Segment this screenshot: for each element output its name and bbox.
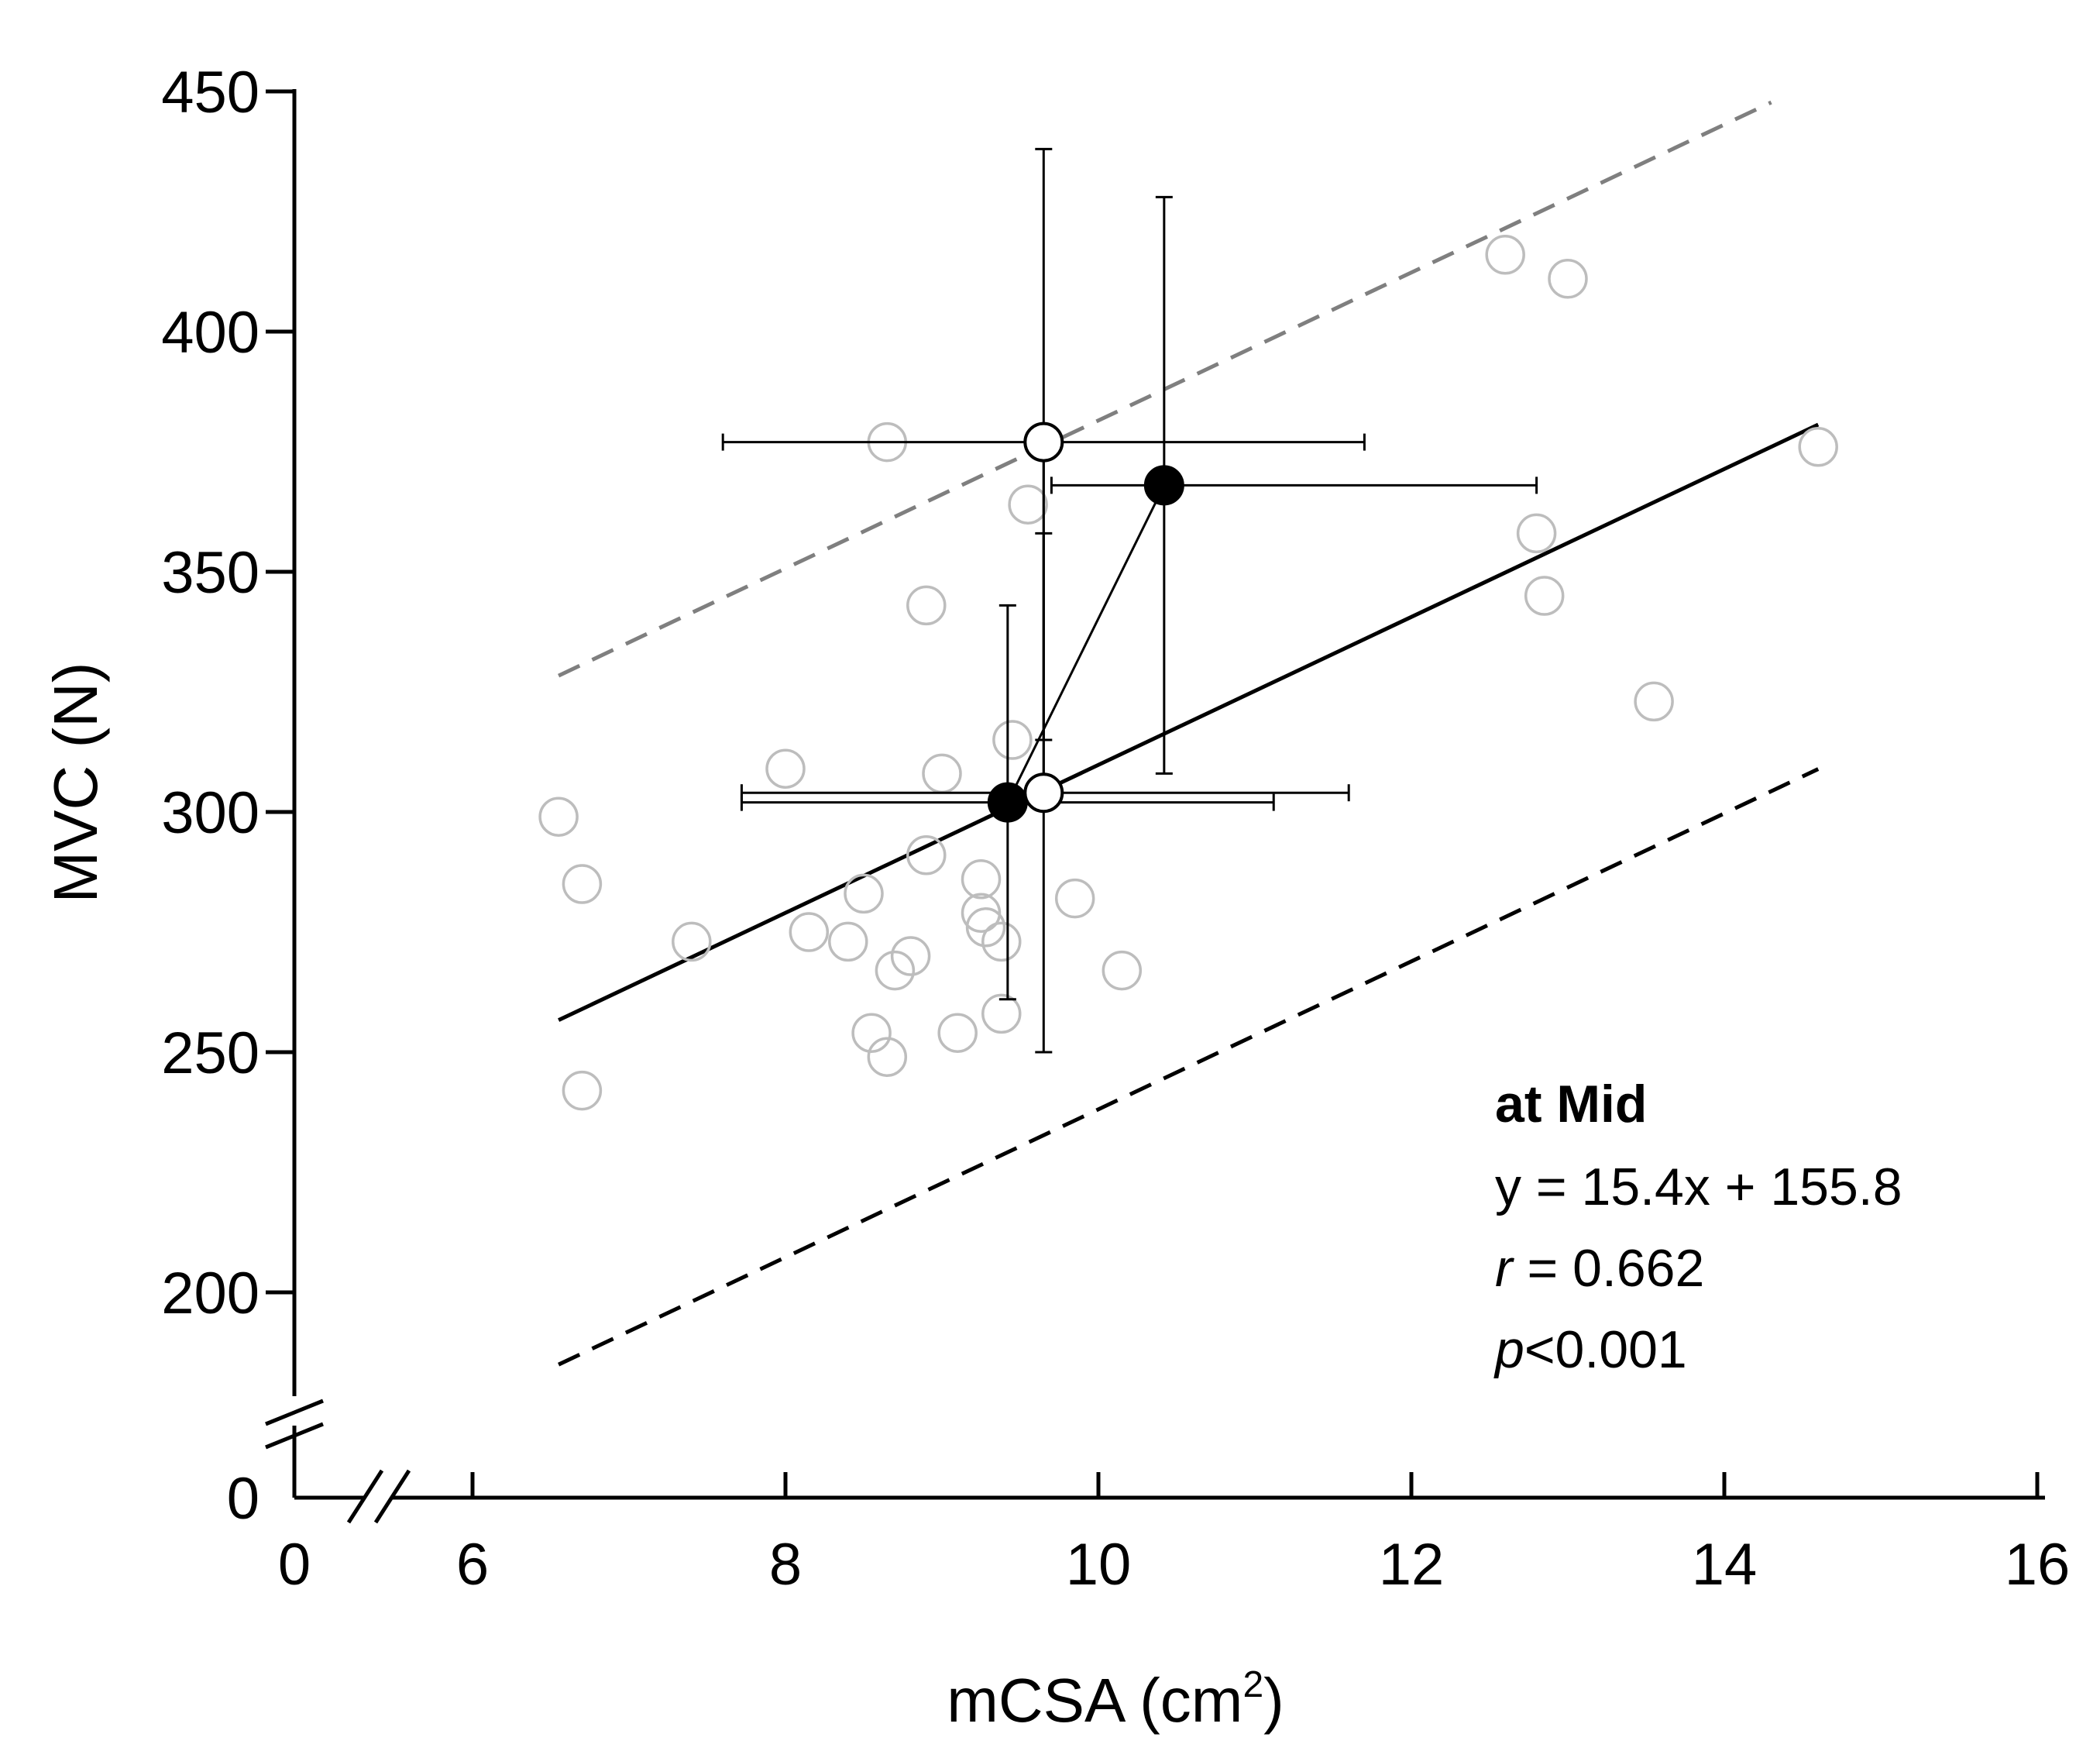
- mean-point-open: [1023, 421, 1064, 463]
- annotation-r-label: r: [1495, 1239, 1514, 1298]
- subject-point: [765, 748, 806, 789]
- regression-line: [558, 422, 1820, 1022]
- y-axis-break-mark: [265, 1422, 324, 1450]
- x-tick-label: 16: [2005, 1532, 2071, 1598]
- annotation-p-label: p: [1493, 1320, 1524, 1379]
- y-tick-label: 400: [161, 300, 259, 366]
- axis-ticks: 0 200 250 300 350 400 450 0 6 8 10 12 14 16: [161, 60, 2070, 1598]
- subject-point: [1054, 878, 1095, 919]
- regression-annotation: at Mid y = 15.4x + 155.8 r = 0.662 p<0.0…: [1493, 1075, 1902, 1379]
- annotation-r: r = 0.662: [1495, 1239, 1704, 1298]
- x-tick-label: 10: [1066, 1532, 1132, 1598]
- mean-point-open: [1023, 772, 1064, 814]
- mean-connectors: [1006, 442, 1166, 803]
- subject-point: [965, 907, 1006, 948]
- x-tick-label: 8: [769, 1532, 802, 1598]
- mean-point-filled: [1143, 465, 1184, 506]
- subject-point: [890, 936, 931, 976]
- subject-point: [922, 753, 962, 794]
- subject-point: [1634, 681, 1674, 722]
- subject-point: [789, 912, 830, 952]
- subject-point: [538, 796, 579, 837]
- x-tick-label: 12: [1379, 1532, 1445, 1598]
- subject-points: [538, 235, 1838, 1111]
- subject-point: [1485, 235, 1525, 275]
- y-tick-label: 250: [161, 1020, 259, 1086]
- y-tick-label: 0: [227, 1466, 259, 1532]
- x-axis-break-mark: [373, 1469, 411, 1524]
- x-axis-title-close: ): [1263, 1666, 1284, 1735]
- mean-connector: [1006, 484, 1166, 803]
- subject-point: [1008, 484, 1048, 525]
- subject-point: [875, 950, 916, 991]
- subject-point: [562, 864, 603, 904]
- mean-point-filled: [987, 782, 1028, 823]
- annotation-title: at Mid: [1495, 1075, 1647, 1134]
- subject-point: [562, 1070, 603, 1111]
- subject-point: [961, 859, 1002, 900]
- subject-point: [1524, 576, 1565, 616]
- annotation-p-value: <0.001: [1524, 1320, 1687, 1379]
- subject-point: [1516, 513, 1557, 554]
- x-tick-label: 0: [278, 1532, 311, 1598]
- mean-points: [987, 421, 1184, 823]
- x-axis-title-sup: 2: [1242, 1664, 1263, 1705]
- y-tick-label: 350: [161, 540, 259, 606]
- x-tick-label: 14: [1692, 1532, 1758, 1598]
- subject-point: [1548, 259, 1588, 299]
- x-tick-label: 6: [456, 1532, 489, 1598]
- subject-point: [981, 921, 1022, 962]
- subject-point: [851, 1013, 892, 1053]
- x-axis-title: mCSA (cm2): [947, 1664, 1284, 1735]
- subject-point: [981, 993, 1022, 1034]
- subject-point: [906, 835, 947, 876]
- y-tick-label: 450: [161, 60, 259, 126]
- subject-point: [992, 720, 1033, 760]
- annotation-p: p<0.001: [1493, 1320, 1687, 1379]
- x-axis-title-main: mCSA (cm: [947, 1666, 1242, 1735]
- y-axis-break-mark: [265, 1398, 324, 1426]
- annotation-r-value: = 0.662: [1513, 1239, 1705, 1298]
- error-bars: [721, 147, 1538, 1054]
- y-tick-label: 200: [161, 1261, 259, 1326]
- axes: [265, 89, 2045, 1524]
- lower-limit-line: [558, 767, 1820, 1367]
- subject-point: [906, 585, 947, 626]
- subject-point: [1102, 950, 1143, 991]
- y-axis-title: MVC (N): [41, 662, 110, 903]
- subject-point: [961, 893, 1002, 933]
- subject-point: [937, 1013, 978, 1053]
- subject-point: [844, 873, 884, 914]
- x-axis-break-mark: [346, 1469, 384, 1524]
- y-tick-label: 300: [161, 780, 259, 846]
- subject-point: [672, 921, 712, 962]
- subject-point: [828, 921, 868, 962]
- subject-point: [1798, 427, 1838, 467]
- subject-point: [867, 1037, 908, 1077]
- annotation-equation: y = 15.4x + 155.8: [1495, 1158, 1902, 1216]
